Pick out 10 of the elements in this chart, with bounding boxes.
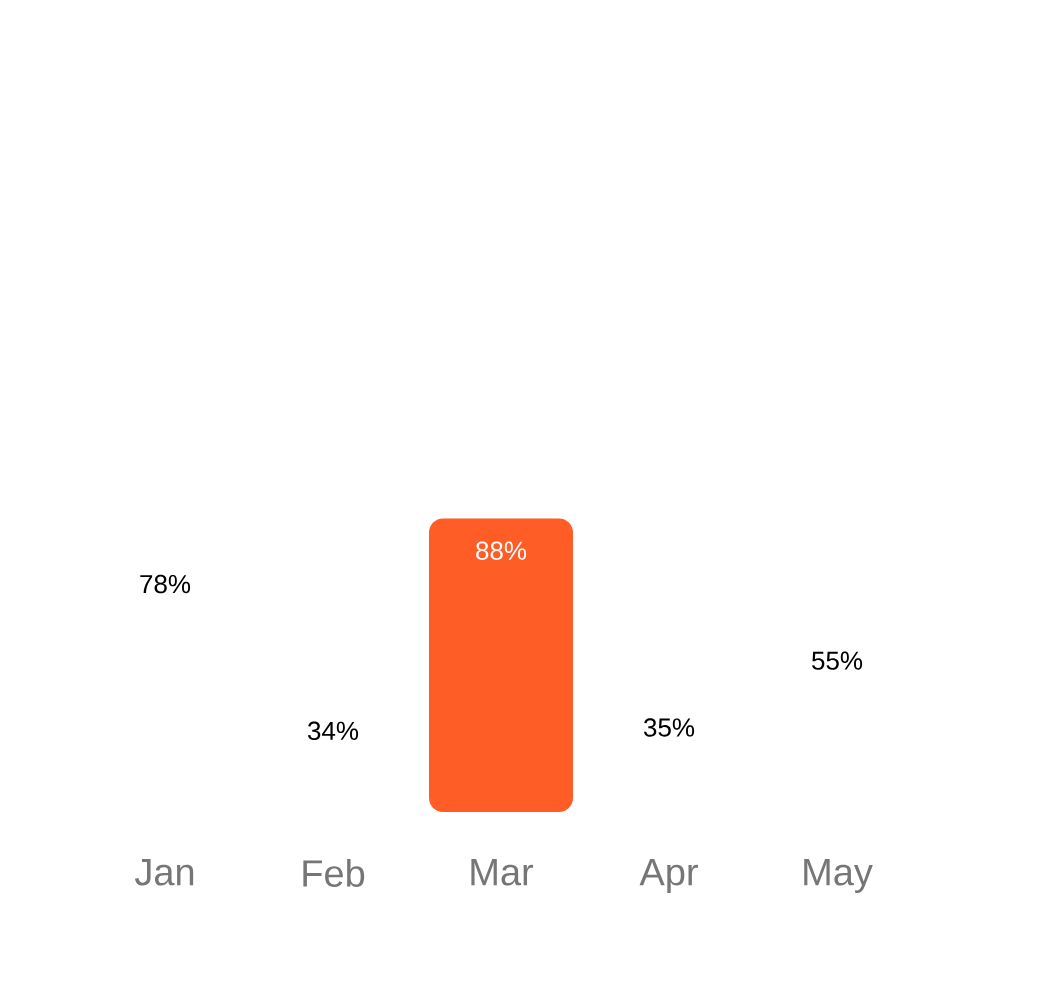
data-label: 55% [812,651,863,670]
x-tick-label: Feb [303,859,365,887]
x-tick-label: Mar [471,859,534,886]
data-label: 78% [140,574,191,594]
data-label: 88% [476,541,527,560]
data-label: 34% [307,721,359,741]
x-tick-label: May [804,859,873,894]
x-tick-label: Jan [134,859,194,886]
data-label: 35% [643,718,695,737]
x-tick-label: Apr [639,859,698,894]
